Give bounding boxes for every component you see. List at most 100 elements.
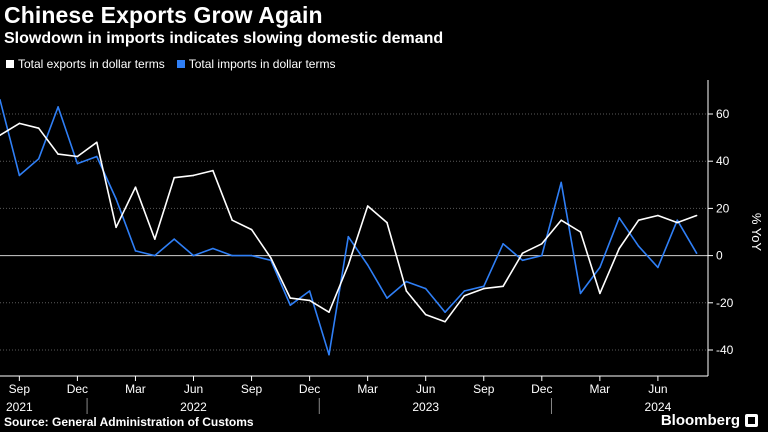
x-tick-label: Mar (357, 382, 378, 396)
imports-data-point (386, 297, 388, 299)
x-tick-label: Dec (299, 382, 320, 396)
imports-data-point (637, 245, 640, 247)
exports-data-point (76, 155, 79, 158)
exports-data-point (212, 169, 214, 172)
exports-data-point (192, 174, 195, 177)
x-tick-label: Jun (416, 382, 435, 396)
imports-data-point (308, 290, 311, 292)
exports-data-point (308, 299, 311, 302)
exports-data-point (231, 219, 233, 221)
exports-data-point (444, 320, 446, 323)
imports-data-point (463, 290, 466, 292)
imports-data-point (483, 285, 485, 288)
exports-data-point (115, 226, 117, 229)
y-tick-label: 20 (716, 201, 730, 215)
x-year-label: 2022 (180, 400, 207, 414)
imports-data-point (560, 181, 562, 184)
imports-data-point (579, 292, 582, 295)
exports-data-point (328, 311, 330, 314)
x-tick-label: Jun (184, 382, 203, 396)
imports-data-point (618, 217, 620, 219)
imports-data-point (134, 250, 137, 252)
exports-data-point (289, 297, 292, 299)
imports-data-point (502, 243, 504, 245)
legend: Total exports in dollar terms Total impo… (6, 57, 347, 71)
y-axis-label: % YoY (749, 213, 764, 252)
legend-label-imports: Total imports in dollar terms (188, 57, 336, 71)
legend-swatch-imports (176, 60, 185, 68)
imports-data-point (328, 353, 330, 356)
chart-subtitle: Slowdown in imports indicates slowing do… (4, 30, 444, 47)
exports-data-point (579, 231, 582, 233)
x-tick-label: Jun (648, 382, 667, 396)
exports-data-point (37, 127, 40, 129)
imports-data-point (424, 287, 427, 290)
exports-data-point (386, 221, 388, 224)
legend-label-exports: Total exports in dollar terms (18, 57, 165, 71)
exports-data-point (483, 287, 485, 290)
x-tick-label: Sep (241, 382, 263, 396)
exports-data-point (676, 221, 679, 224)
exports-data-point (57, 153, 59, 155)
imports-data-point (76, 162, 79, 165)
y-tick-label: 60 (716, 107, 730, 121)
legend-swatch-exports (6, 60, 14, 68)
exports-data-point (637, 219, 640, 221)
y-tick-label: -40 (716, 343, 734, 357)
x-tick-label: Sep (9, 382, 31, 396)
y-tick-label: 0 (716, 249, 723, 263)
exports-data-point (270, 257, 272, 259)
exports-data-point (424, 313, 427, 316)
imports-data-point (676, 219, 679, 221)
x-tick-label: Mar (590, 382, 611, 396)
exports-data-point (134, 186, 137, 188)
imports-data-point (96, 155, 98, 158)
imports-data-point (347, 235, 350, 238)
brand-logo-text: Bloomberg (660, 412, 740, 429)
legend-item-exports: Total exports in dollar terms (6, 57, 165, 71)
imports-data-point (695, 252, 698, 254)
imports-data-point (173, 238, 175, 240)
imports-data-point (192, 254, 195, 257)
imports-data-point (521, 259, 524, 262)
exports-data-point (154, 238, 156, 240)
exports-data-point (541, 243, 543, 245)
exports-data-point (463, 294, 466, 297)
exports-data-point (599, 292, 601, 295)
imports-data-point (250, 254, 253, 257)
exports-data-point (560, 219, 562, 221)
exports-data-point (657, 214, 659, 217)
imports-data-point (0, 99, 1, 101)
imports-data-point (154, 254, 156, 257)
chart-title: Chinese Exports Grow Again (4, 2, 323, 28)
imports-data-point (541, 254, 543, 257)
x-tick-label: Mar (125, 382, 146, 396)
imports-data-point (18, 174, 21, 177)
imports-data-point (657, 266, 659, 269)
imports-data-point (57, 106, 59, 108)
imports-data-point (599, 266, 601, 269)
imports-data-point (366, 264, 369, 266)
exports-data-point (695, 214, 698, 217)
exports-data-point (521, 252, 524, 254)
source-note: Source: General Administration of Custom… (4, 415, 254, 429)
bloomberg-logo-icon (745, 414, 758, 427)
x-tick-label: Dec (531, 382, 552, 396)
exports-data-point (405, 290, 408, 292)
exports-data-point (18, 122, 21, 125)
y-tick-label: 40 (716, 154, 730, 168)
imports-data-point (444, 311, 446, 314)
imports-data-point (37, 158, 40, 160)
imports-series-line (0, 99, 698, 356)
x-year-label: 2024 (645, 400, 672, 414)
exports-data-point (366, 205, 369, 207)
y-tick-label: -20 (716, 296, 734, 310)
imports-data-point (231, 254, 233, 257)
imports-data-point (405, 280, 408, 283)
exports-data-point (347, 264, 350, 266)
x-year-label: 2021 (6, 400, 33, 414)
x-tick-label: Dec (67, 382, 88, 396)
imports-data-point (289, 304, 292, 307)
imports-data-point (115, 198, 117, 200)
